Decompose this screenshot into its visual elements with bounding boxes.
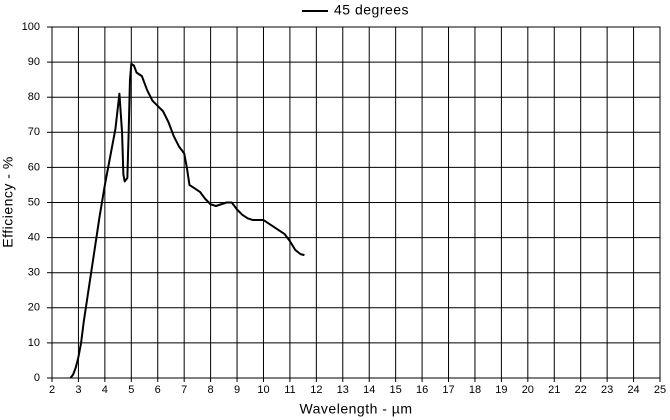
x-tick-label: 18 [469, 384, 481, 396]
x-tick-label: 12 [310, 384, 322, 396]
x-tick-label: 25 [654, 384, 666, 396]
x-tick-label: 13 [337, 384, 349, 396]
x-tick-label: 21 [548, 384, 560, 396]
legend-label: 45 degrees [334, 2, 409, 18]
x-tick-label: 8 [208, 384, 214, 396]
x-tick-label: 6 [155, 384, 161, 396]
x-tick-label: 19 [495, 384, 507, 396]
x-tick-label: 2 [49, 384, 55, 396]
x-tick-label: 24 [627, 384, 639, 396]
x-tick-label: 11 [284, 384, 295, 396]
x-axis-label: Wavelength - µm [299, 401, 412, 417]
x-tick-label: 10 [257, 384, 269, 396]
y-tick-label: 70 [28, 126, 40, 138]
x-tick-label: 17 [442, 384, 454, 396]
x-tick-label: 5 [128, 384, 134, 396]
plot-frame [51, 26, 661, 379]
y-tick-label: 10 [28, 337, 40, 349]
y-tick-label: 90 [28, 56, 40, 68]
x-tick-label: 15 [390, 384, 402, 396]
y-tick-label: 80 [28, 91, 40, 103]
y-tick-label: 20 [28, 302, 40, 314]
x-tick-label: 9 [234, 384, 240, 396]
x-tick-label: 16 [416, 384, 428, 396]
y-tick-label: 100 [22, 21, 40, 33]
y-tick-label: 30 [28, 267, 40, 279]
y-tick-label: 40 [28, 232, 40, 244]
data-line [69, 62, 305, 379]
x-tick-label: 7 [181, 384, 187, 396]
y-tick-label: 60 [28, 161, 40, 173]
y-axis-label: Efficiency - % [0, 156, 16, 248]
y-tick-label: 0 [34, 372, 40, 384]
x-tick-label: 14 [363, 384, 375, 396]
x-tick-label: 4 [102, 384, 108, 396]
x-tick-label: 23 [601, 384, 613, 396]
x-tick-label: 20 [522, 384, 534, 396]
y-tick-label: 50 [28, 196, 40, 208]
x-tick-label: 22 [575, 384, 587, 396]
x-tick-label: 3 [75, 384, 81, 396]
